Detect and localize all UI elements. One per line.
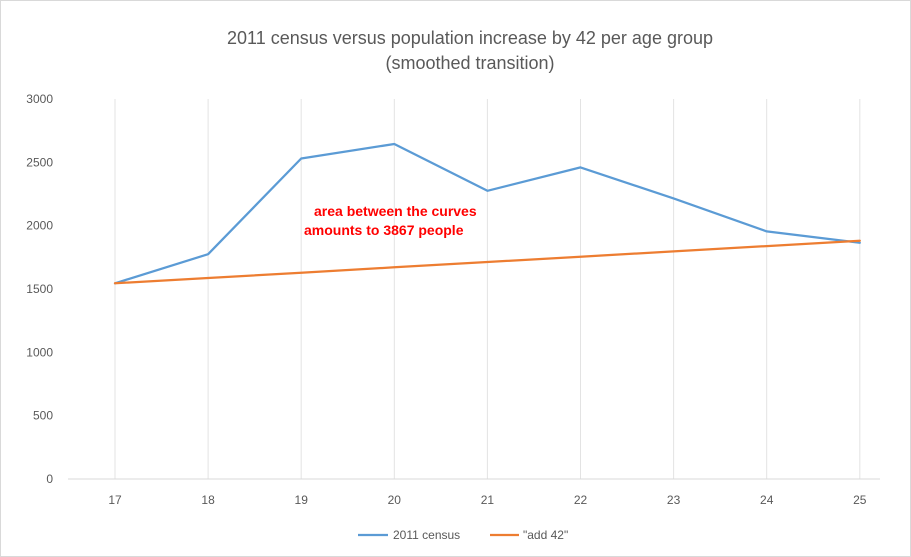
x-tick-label: 23 xyxy=(667,493,681,507)
y-tick-label: 2500 xyxy=(26,155,53,169)
x-tick-labels: 17 18 19 20 21 22 23 24 25 xyxy=(108,493,866,507)
legend-label-2: "add 42" xyxy=(523,528,568,542)
series-lines xyxy=(113,142,861,285)
y-tick-label: 1500 xyxy=(26,282,53,296)
x-tick-label: 19 xyxy=(295,493,309,507)
y-tick-label: 3000 xyxy=(26,92,53,106)
x-tick-label: 20 xyxy=(388,493,402,507)
y-tick-label: 0 xyxy=(46,472,53,486)
x-tick-label: 25 xyxy=(853,493,867,507)
legend: 2011 census "add 42" xyxy=(358,528,568,542)
y-tick-label: 2000 xyxy=(26,219,53,233)
series-line-1 xyxy=(113,142,861,285)
x-tick-label: 24 xyxy=(760,493,774,507)
x-tick-label: 22 xyxy=(574,493,588,507)
y-tick-label: 500 xyxy=(33,409,53,423)
annotation-line-2: amounts to 3867 people xyxy=(304,222,464,238)
series-line-2 xyxy=(113,239,861,285)
x-tick-label: 17 xyxy=(108,493,122,507)
y-tick-label: 1000 xyxy=(26,345,53,359)
x-tick-label: 18 xyxy=(201,493,215,507)
x-tick-label: 21 xyxy=(481,493,495,507)
annotation-line-1: area between the curves xyxy=(314,203,477,219)
y-tick-labels: 0 500 1000 1500 2000 2500 3000 xyxy=(26,92,53,486)
gridlines xyxy=(114,99,861,479)
legend-label-1: 2011 census xyxy=(393,528,460,542)
chart-title: 2011 census versus population increase b… xyxy=(227,28,713,48)
chart-subtitle: (smoothed transition) xyxy=(385,53,554,73)
